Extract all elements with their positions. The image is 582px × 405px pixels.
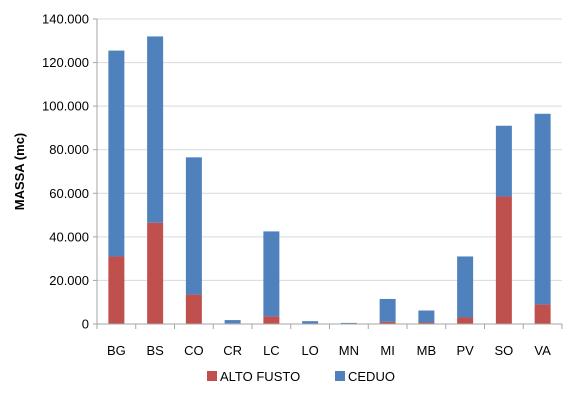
bar-ceduo-cr (224, 320, 241, 324)
bars (108, 36, 551, 324)
y-tick-labels: 0 20.000 40.000 60.000 80.000 100.000 120.000 1… (42, 12, 89, 332)
bar-ceduo-bg (108, 50, 125, 257)
x-tick-label: LC (263, 343, 280, 358)
bar-ceduo-co (185, 157, 202, 295)
bar-ceduo-va (534, 113, 551, 305)
bar-alto-fusto-lc (263, 316, 280, 324)
x-tick-labels: BG BS CO CR LC LO MN MI MB PV SO VA (107, 343, 551, 358)
y-tick-label: 100.000 (42, 99, 89, 114)
x-tick-label: BS (146, 343, 164, 358)
x-tick-label: BG (107, 343, 126, 358)
axes (93, 18, 563, 329)
y-tick-label: 40.000 (49, 229, 89, 244)
bar-ceduo-lc (263, 231, 280, 317)
x-tick-label: PV (456, 343, 474, 358)
y-tick-label: 140.000 (42, 12, 89, 27)
bar-ceduo-mn (340, 322, 357, 324)
bar-alto-fusto-co (185, 294, 202, 324)
x-tick-label: CO (184, 343, 204, 358)
y-tick-label: 80.000 (49, 142, 89, 157)
x-tick-label: MN (339, 343, 359, 358)
bar-alto-fusto-pv (457, 317, 474, 324)
y-tick-label: 0 (82, 317, 89, 332)
x-tick-label: CR (223, 343, 242, 358)
x-tick-label: MB (417, 343, 437, 358)
bar-ceduo-bs (147, 36, 164, 223)
y-tick-label: 120.000 (42, 55, 89, 70)
x-tick-label: SO (494, 343, 513, 358)
y-tick-label: 60.000 (49, 186, 89, 201)
y-axis-title: MASSA (mc) (12, 133, 27, 211)
bar-ceduo-mb (418, 310, 435, 323)
y-tick-label: 20.000 (49, 273, 89, 288)
bar-ceduo-pv (457, 256, 474, 318)
x-tick-label: LO (301, 343, 318, 358)
bar-alto-fusto-so (495, 196, 512, 324)
bar-alto-fusto-va (534, 304, 551, 324)
bar-alto-fusto-bs (147, 222, 164, 324)
bar-ceduo-mi (379, 298, 396, 322)
gridlines (97, 18, 562, 281)
legend: ALTO FUSTO CEDUO (207, 369, 395, 384)
legend-swatch (207, 371, 217, 381)
bar-alto-fusto-mb (418, 322, 435, 324)
bar-ceduo-so (495, 125, 512, 197)
legend-label: ALTO FUSTO (220, 369, 300, 384)
x-tick-label: MI (380, 343, 394, 358)
bar-ceduo-lo (302, 321, 319, 324)
legend-swatch (335, 371, 345, 381)
bar-alto-fusto-bg (108, 256, 125, 324)
x-tick-label: VA (534, 343, 551, 358)
legend-label: CEDUO (348, 369, 395, 384)
bar-alto-fusto-mi (379, 321, 396, 324)
